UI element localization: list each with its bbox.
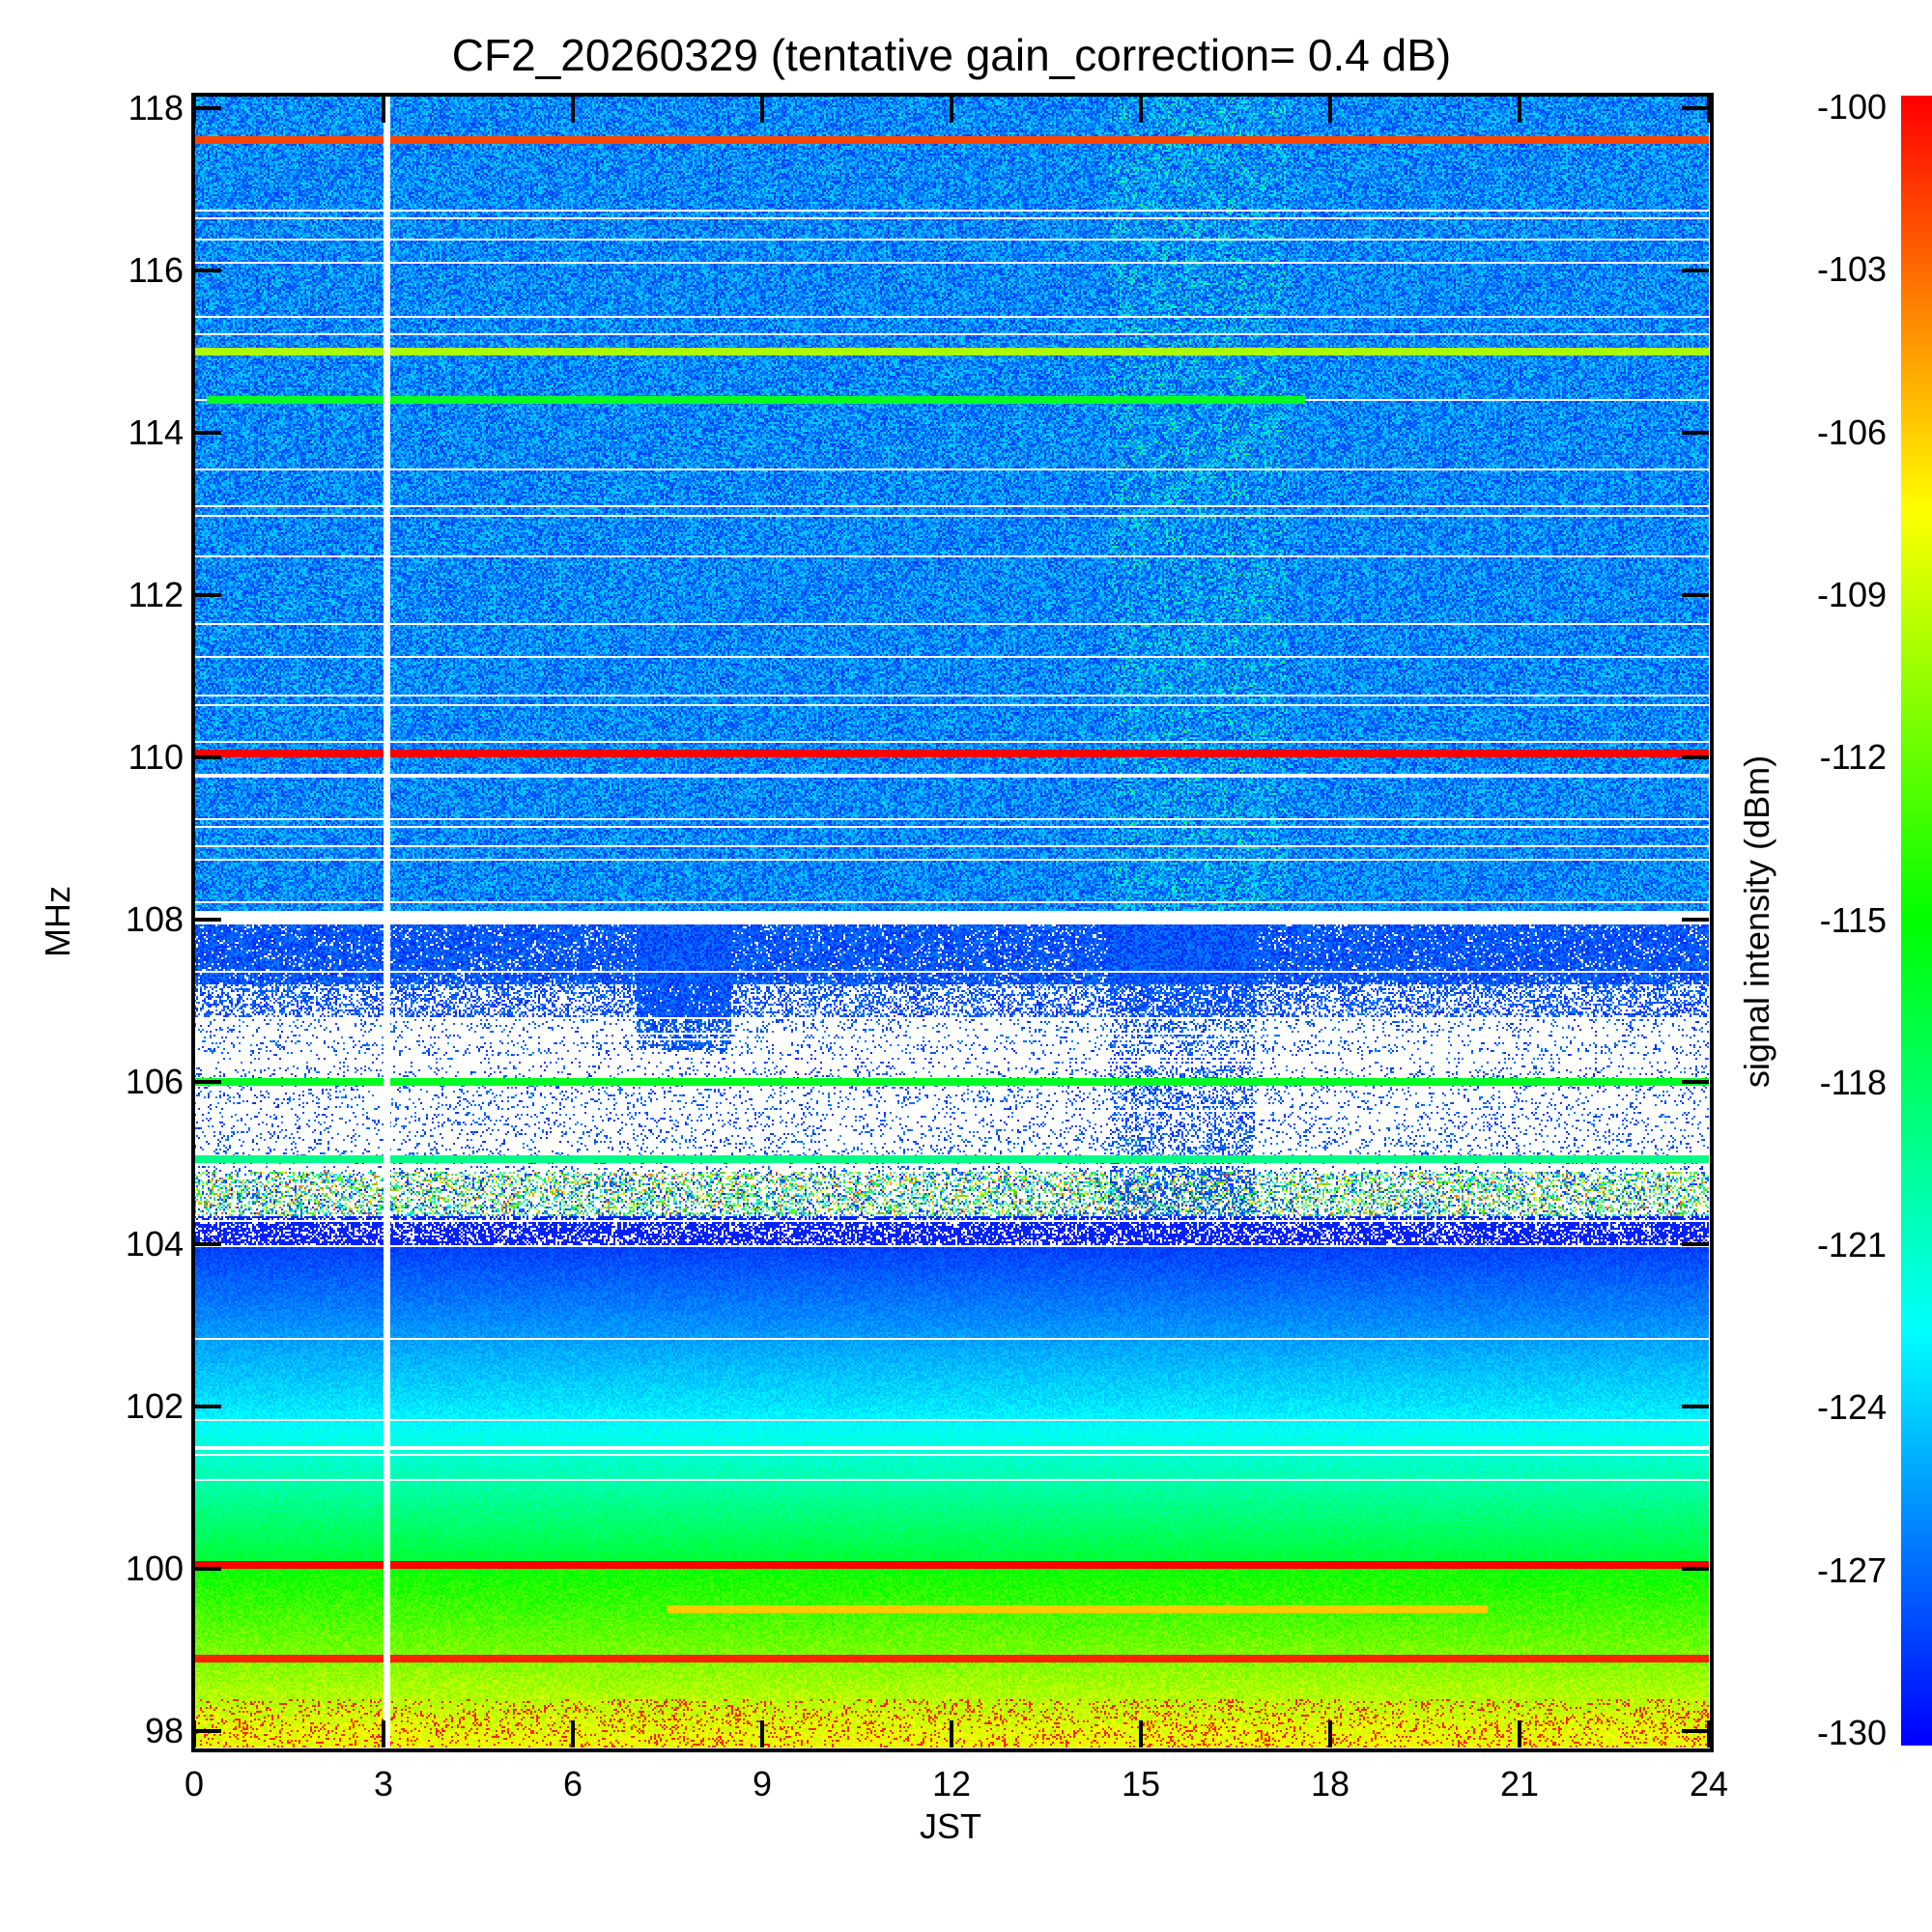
x-tick-label: 21 [1499,1764,1540,1804]
colorbar-tick-label: -112 [1819,737,1887,778]
y-tick-label: 98 [144,1711,184,1751]
y-tick-mark [194,754,221,759]
data-gap [384,96,390,1747]
x-tick-label: 9 [752,1764,773,1804]
y-tick-mark [1682,1729,1709,1734]
x-tick-mark [192,96,196,123]
plot-frame [191,93,1714,1752]
x-tick-mark [1328,1720,1332,1747]
signal-line [668,1605,1489,1614]
y-tick-mark [1682,268,1709,272]
signal-line [194,136,1709,145]
y-tick-label: 108 [125,898,184,939]
x-tick-label: 24 [1689,1764,1729,1804]
colorbar-tick-label: -100 [1816,87,1887,127]
y-tick-label: 106 [125,1061,184,1101]
signal-line [194,347,1709,355]
colorbar-tick-label: -115 [1819,899,1887,940]
x-tick-mark [1328,96,1332,123]
spectrogram-heatmap [194,96,1709,1747]
colorbar-label: signal intensity (dBm) [1737,754,1776,1089]
y-tick-mark [194,1729,221,1734]
y-tick-mark [194,1079,221,1084]
y-tick-label: 104 [125,1224,184,1264]
y-tick-mark [194,1242,221,1247]
y-tick-mark [194,592,221,597]
y-tick-mark [1682,917,1709,922]
y-tick-mark [194,430,221,435]
signal-line [194,1560,1709,1569]
signal-line [194,1154,1709,1163]
y-tick-label: 102 [125,1386,184,1427]
y-tick-mark [194,105,221,110]
x-tick-label: 6 [562,1764,583,1804]
x-tick-mark [1139,1720,1143,1747]
y-tick-mark [1682,1405,1709,1409]
signal-line [194,1654,1709,1662]
x-tick-mark [382,1720,385,1747]
x-tick-mark [1518,1720,1521,1747]
x-axis-label: JST [919,1806,982,1846]
x-tick-mark [192,1720,196,1747]
signal-line [207,396,1305,405]
y-tick-mark [194,268,221,272]
y-tick-label: 116 [128,249,184,290]
y-tick-mark [1682,1242,1709,1247]
x-tick-label: 3 [373,1764,394,1804]
y-tick-label: 114 [128,412,184,452]
y-tick-label: 110 [128,736,184,777]
colorbar-tick-label: -130 [1816,1713,1887,1752]
x-tick-mark [571,96,575,123]
colorbar-tick-label: -118 [1819,1062,1887,1102]
x-tick-mark [382,96,385,123]
y-tick-mark [194,1567,221,1572]
colorbar-tick-label: -106 [1816,412,1887,452]
x-tick-mark [760,96,764,123]
colorbar-tick-label: -124 [1816,1387,1887,1428]
y-tick-mark [194,1405,221,1409]
colorbar-tick-label: -127 [1816,1549,1887,1590]
chart-title: CF2_20260329 (tentative gain_correction=… [451,30,1452,80]
y-tick-mark [1682,430,1709,435]
colorbar [1901,96,1932,1746]
y-tick-mark [194,917,221,922]
y-tick-label: 118 [128,87,184,128]
signal-line [194,749,1709,757]
signal-line [194,1077,1709,1086]
x-tick-mark [950,1720,953,1747]
x-tick-mark [571,1720,575,1747]
x-tick-label: 0 [184,1764,205,1804]
y-tick-mark [1682,592,1709,597]
y-tick-label: 100 [125,1548,184,1589]
y-tick-mark [1682,1567,1709,1572]
x-tick-mark [760,1720,764,1747]
x-tick-mark [1707,96,1711,123]
x-tick-label: 15 [1121,1764,1161,1804]
y-tick-mark [1682,1079,1709,1084]
x-tick-mark [1707,1720,1711,1747]
x-tick-label: 12 [931,1764,972,1804]
colorbar-tick-label: -103 [1816,249,1887,290]
y-tick-mark [1682,754,1709,759]
x-tick-mark [950,96,953,123]
plot-area [194,96,1709,1747]
colorbar-tick-label: -121 [1816,1225,1887,1265]
x-tick-mark [1139,96,1143,123]
y-tick-mark [1682,105,1709,110]
x-tick-label: 18 [1310,1764,1350,1804]
x-tick-mark [1518,96,1521,123]
colorbar-tick-label: -109 [1816,574,1887,614]
y-axis-label: MHz [38,886,77,957]
y-tick-label: 112 [128,574,184,614]
